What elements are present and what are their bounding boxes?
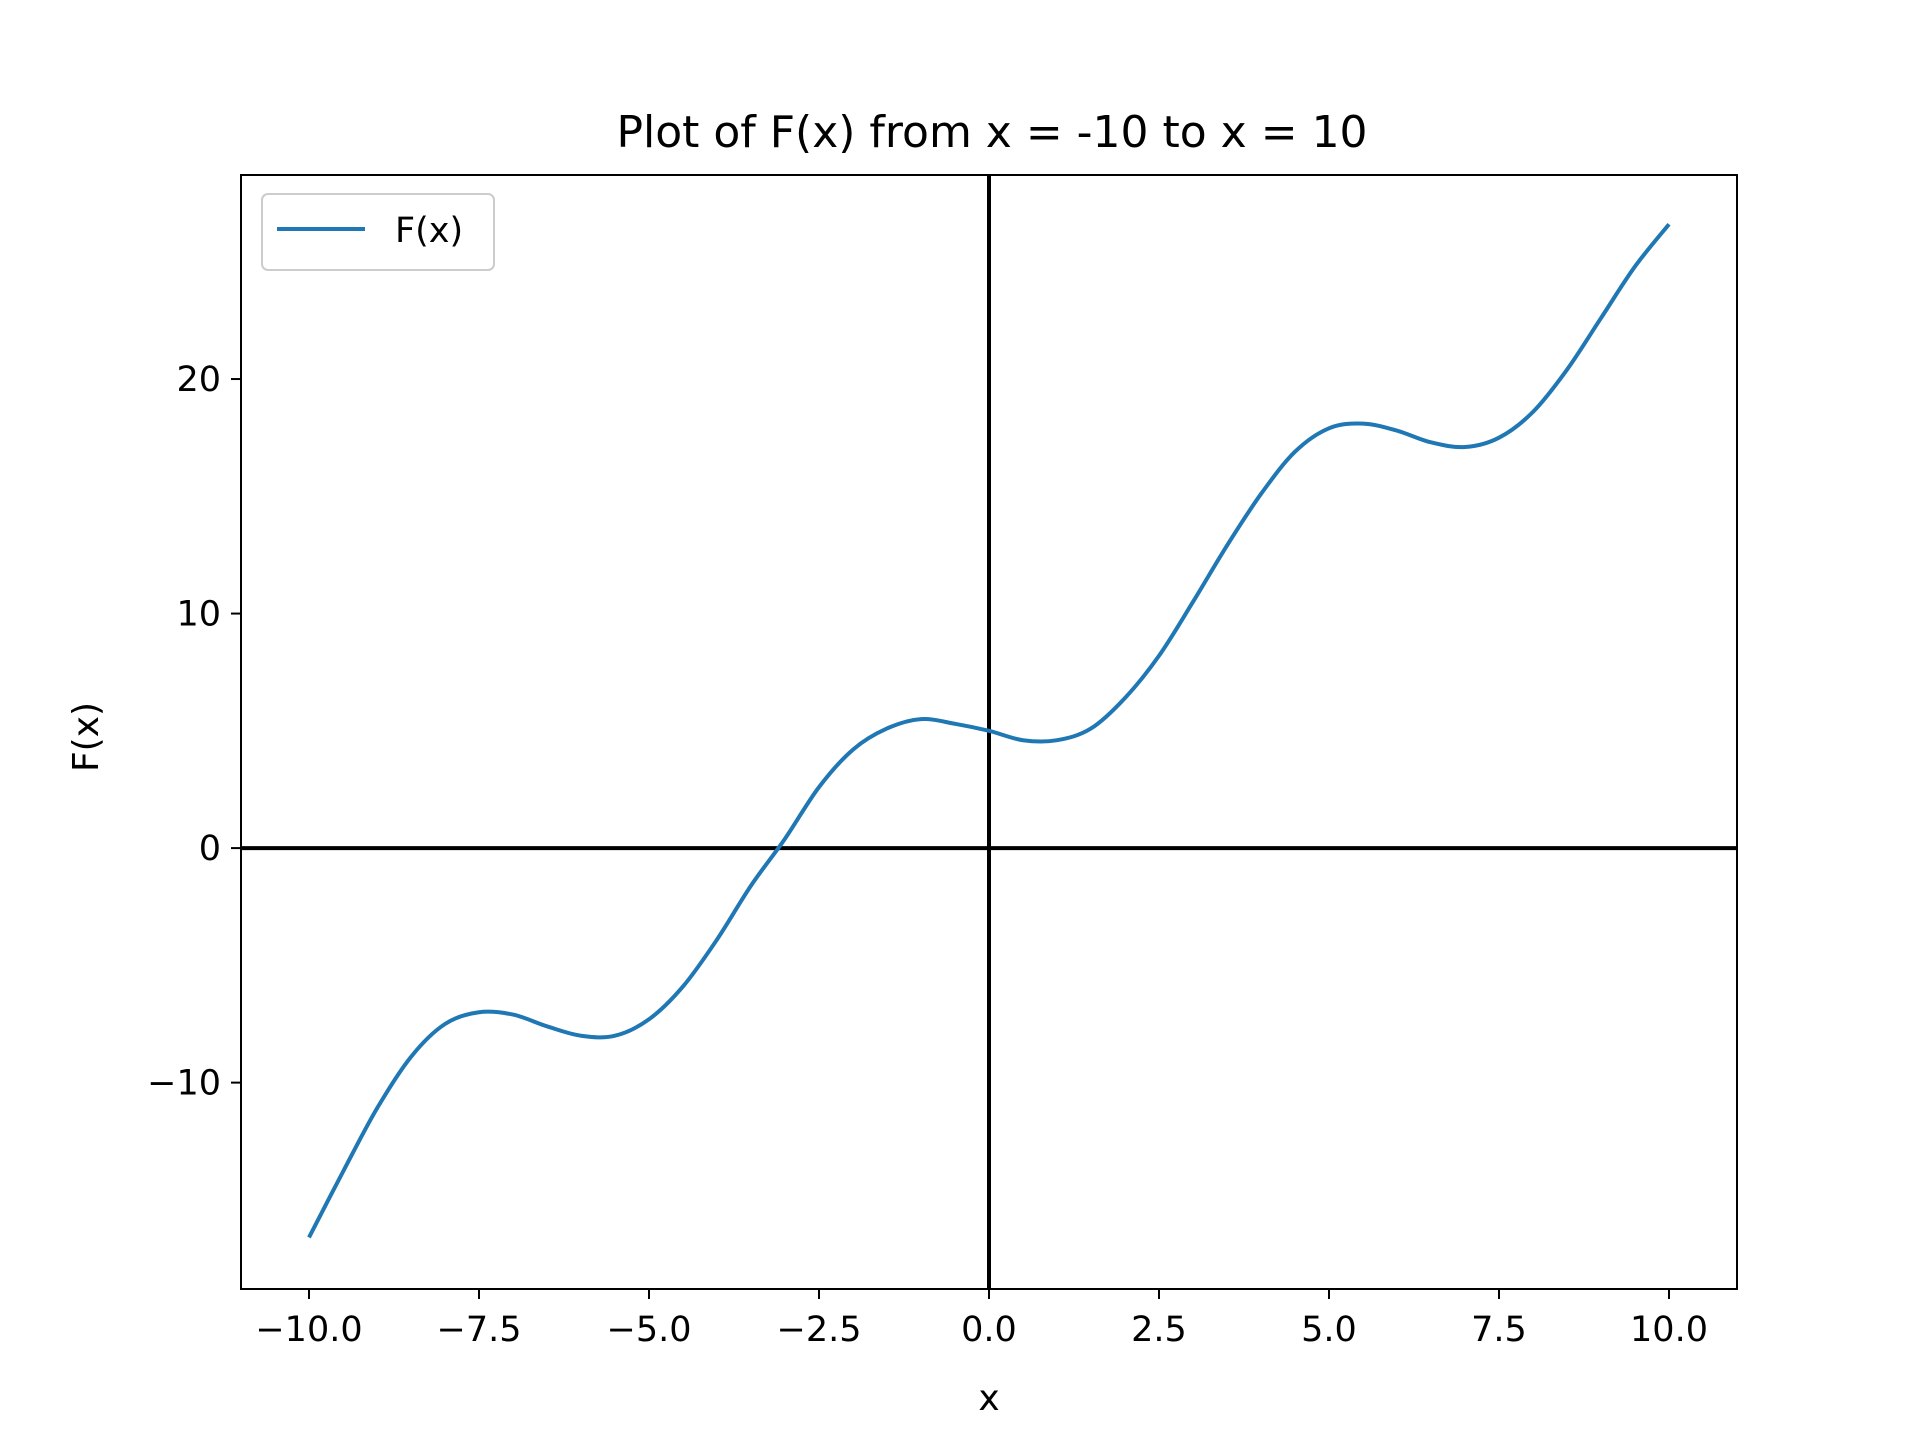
series-line-fx [307, 222, 1671, 1239]
x-tick-label: 2.5 [1131, 1310, 1187, 1350]
series-group [307, 222, 1671, 1239]
legend-label: F(x) [395, 211, 463, 251]
x-tick-label: −5.0 [607, 1310, 692, 1350]
y-tick-label: 0 [199, 829, 221, 869]
x-tick-label: 10.0 [1630, 1310, 1708, 1350]
x-tick-label: 5.0 [1301, 1310, 1357, 1350]
x-tick-label: 7.5 [1471, 1310, 1527, 1350]
x-ticks: −10.0 −7.5 −5.0 −2.5 0.0 2.5 5.0 7.5 10.0 [255, 1289, 1708, 1350]
x-tick-label: −2.5 [777, 1310, 862, 1350]
y-ticks: −10 0 10 20 [147, 360, 241, 1104]
y-tick-label: 20 [176, 360, 221, 400]
chart-title: Plot of F(x) from x = -10 to x = 10 [616, 107, 1367, 158]
x-tick-label: −10.0 [255, 1310, 362, 1350]
y-tick-label: 10 [176, 595, 221, 635]
x-tick-label: 0.0 [961, 1310, 1017, 1350]
plot-frame [240, 174, 1738, 1290]
legend: F(x) [261, 193, 495, 271]
y-tick-label: −10 [147, 1064, 221, 1104]
y-axis-label: F(x) [66, 702, 107, 772]
x-axis-label: x [978, 1378, 999, 1419]
x-tick-label: −7.5 [437, 1310, 522, 1350]
legend-box [261, 193, 495, 271]
